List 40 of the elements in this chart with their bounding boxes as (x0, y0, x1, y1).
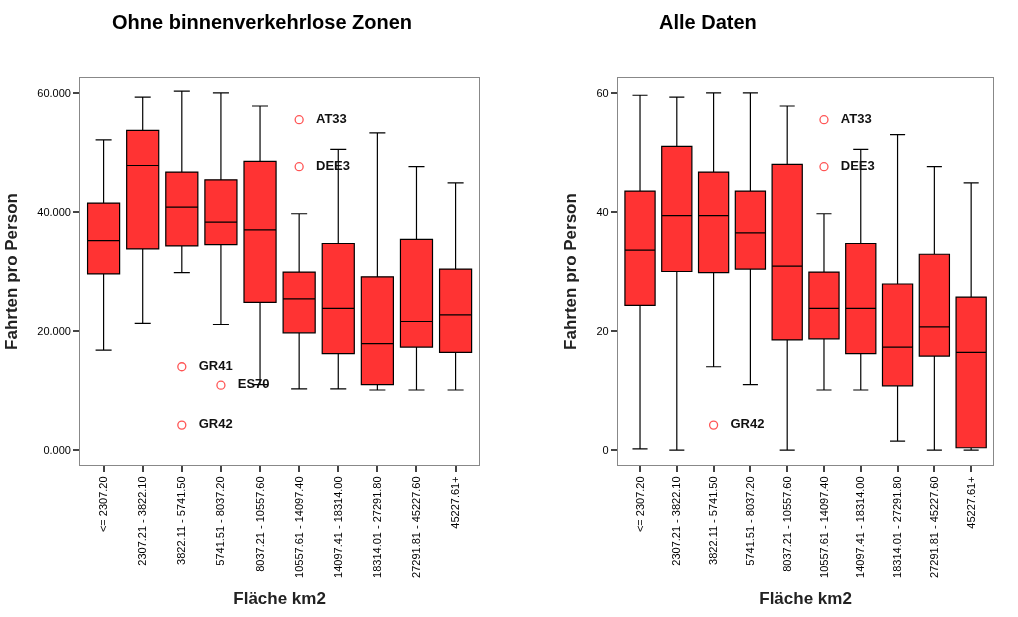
y-tick-label: 60 (596, 86, 609, 99)
data-label: GR42 (198, 416, 233, 432)
y-tick-label: 60.000 (37, 86, 71, 99)
x-tick-label: <= 2307.20 (633, 476, 646, 533)
y-tick-label: 40.000 (37, 205, 71, 218)
y-tick-label: 40 (596, 205, 609, 218)
x-tick-label: 45227.61+ (449, 476, 462, 529)
y-tick-label: 0 (602, 443, 609, 456)
y-tick-label: 0.000 (43, 443, 71, 456)
x-axis-title: Fläche km2 (759, 589, 852, 609)
x-tick-label: 3822.11 - 5741.50 (707, 476, 720, 565)
y-axis-title: Fahrten pro Person (1, 193, 21, 350)
x-tick-label: 8037.21 - 10557.60 (253, 476, 266, 572)
x-tick-label: 14097.41 - 18314.00 (854, 476, 867, 578)
x-tick-label: 5741.51 - 8037.20 (743, 476, 756, 566)
x-tick-label: 2307.21 - 3822.10 (670, 476, 683, 566)
x-tick-label: 10557.61 - 14097.40 (817, 476, 830, 578)
x-tick-label: 45227.61+ (964, 476, 977, 529)
x-tick-label: <= 2307.20 (97, 476, 110, 533)
data-label: GR42 (730, 416, 765, 432)
y-tick-label: 20.000 (37, 324, 71, 337)
y-axis-title: Fahrten pro Person (561, 193, 581, 350)
data-label: AT33 (840, 110, 872, 126)
x-tick-label: 27291.81 - 45227.60 (410, 476, 423, 578)
x-axis-title: Fläche km2 (233, 589, 326, 609)
chart-title: Ohne binnenverkehrlose Zonen (112, 11, 413, 33)
x-tick-label: 5741.51 - 8037.20 (214, 476, 227, 566)
data-label: AT33 (315, 110, 347, 126)
data-label: GR41 (198, 358, 233, 374)
chart-title: Alle Daten (659, 11, 757, 33)
y-tick-label: 20 (596, 324, 609, 337)
x-tick-label: 8037.21 - 10557.60 (780, 476, 793, 572)
x-tick-label: 2307.21 - 3822.10 (136, 476, 149, 566)
x-tick-label: 18314.01 - 27291.80 (891, 476, 904, 578)
x-tick-label: 10557.61 - 14097.40 (292, 476, 305, 578)
x-tick-label: 3822.11 - 5741.50 (175, 476, 188, 565)
data-label: ES70 (237, 376, 270, 392)
x-tick-label: 27291.81 - 45227.60 (927, 476, 940, 578)
x-tick-label: 18314.01 - 27291.80 (370, 476, 383, 578)
x-tick-label: 14097.41 - 18314.00 (331, 476, 344, 578)
